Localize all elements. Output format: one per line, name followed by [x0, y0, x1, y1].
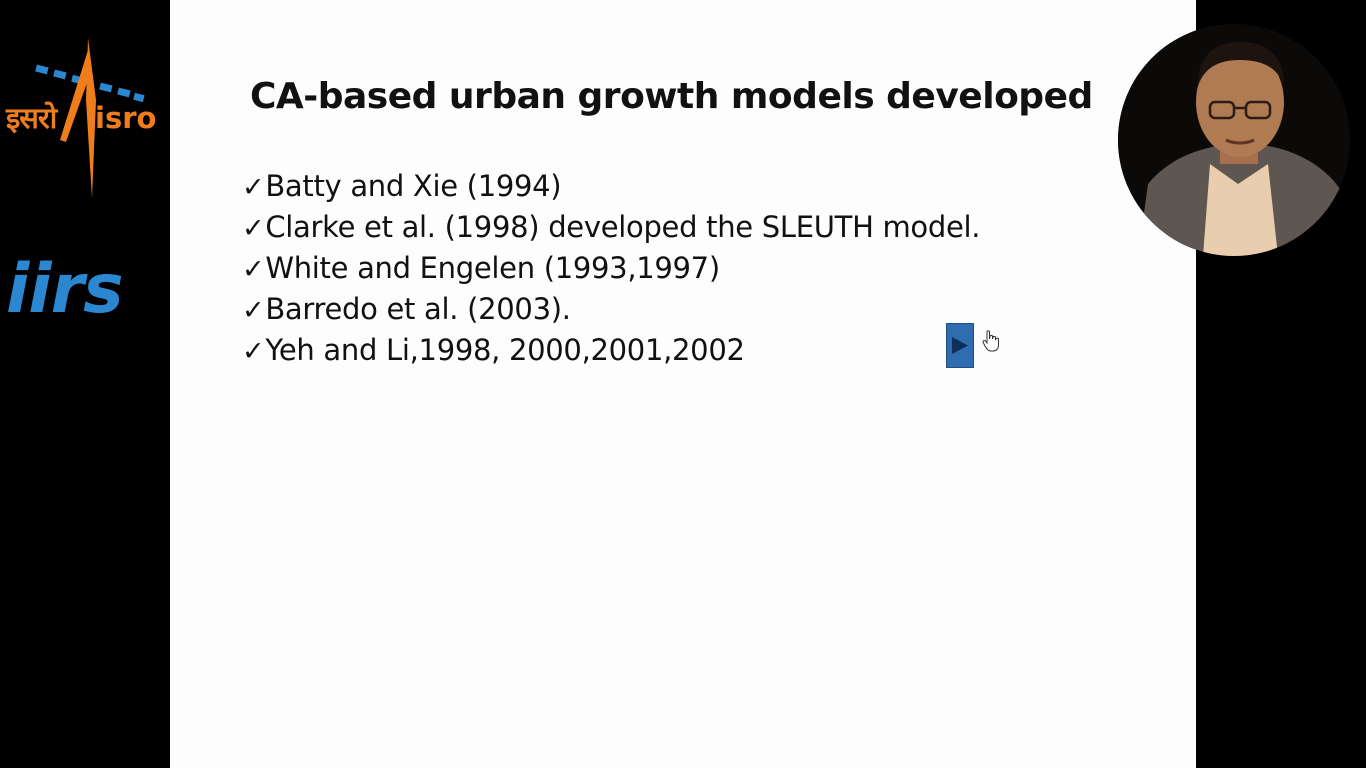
bullet-text: Barredo et al. (2003).	[265, 292, 571, 326]
iirs-logo-wordmark: iirs	[6, 250, 124, 329]
play-button[interactable]	[946, 323, 974, 368]
bullet-text: White and Engelen (1993,1997)	[265, 251, 720, 285]
left-logo-bar: इसरो isro iirs	[0, 0, 170, 768]
hand-cursor-icon	[982, 330, 999, 352]
check-icon: ✓	[242, 336, 265, 367]
speaker-video-thumbnail	[1118, 24, 1350, 256]
check-icon: ✓	[242, 213, 265, 244]
bullet-item: ✓Barredo et al. (2003).	[242, 289, 980, 330]
bullet-text: Clarke et al. (1998) developed the SLEUT…	[265, 210, 981, 244]
isro-latin-wordmark: isro	[95, 101, 157, 135]
bullet-item: ✓Batty and Xie (1994)	[242, 166, 980, 207]
bullet-item: ✓Yeh and Li,1998, 2000,2001,2002	[242, 330, 980, 371]
speaker-portrait	[1118, 24, 1350, 256]
check-icon: ✓	[242, 295, 265, 326]
check-icon: ✓	[242, 172, 265, 203]
check-icon: ✓	[242, 254, 265, 285]
isro-hindi-wordmark: इसरो	[6, 101, 57, 135]
bullet-item: ✓Clarke et al. (1998) developed the SLEU…	[242, 207, 981, 248]
bullet-item: ✓White and Engelen (1993,1997)	[242, 248, 980, 289]
presentation-slide: CA-based urban growth models developed ✓…	[170, 0, 1196, 768]
slide-title: CA-based urban growth models developed	[250, 76, 1093, 117]
isro-logo	[35, 38, 145, 198]
bullet-list: ✓Batty and Xie (1994) ✓Clarke et al. (19…	[242, 166, 981, 371]
play-icon	[952, 337, 968, 354]
bullet-text: Yeh and Li,1998, 2000,2001,2002	[265, 333, 745, 367]
bullet-text: Batty and Xie (1994)	[265, 169, 562, 203]
